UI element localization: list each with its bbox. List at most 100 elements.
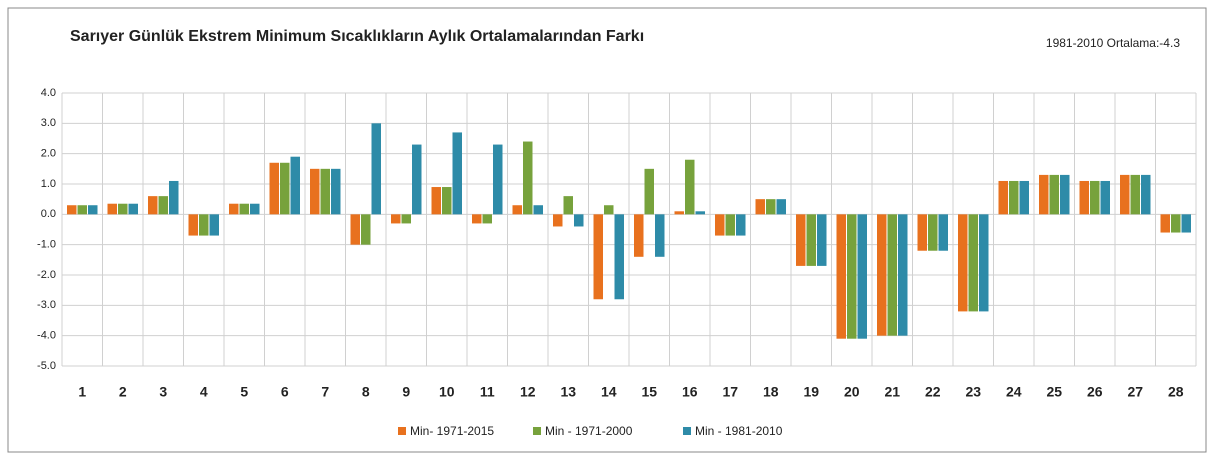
annotation: 1981-2010 Ortalama:-4.3 bbox=[1046, 36, 1180, 50]
bar bbox=[847, 214, 857, 339]
x-tick-label: 11 bbox=[480, 384, 495, 400]
bar bbox=[887, 214, 897, 336]
x-tick-label: 18 bbox=[763, 384, 779, 400]
bar bbox=[239, 203, 249, 215]
y-tick-label: 4.0 bbox=[41, 87, 56, 99]
y-tick-label: -5.0 bbox=[37, 360, 56, 372]
bar bbox=[817, 214, 827, 266]
bar bbox=[655, 214, 665, 257]
bar bbox=[898, 214, 908, 336]
x-tick-label: 20 bbox=[844, 384, 860, 400]
bar bbox=[269, 162, 279, 215]
legend-swatch bbox=[398, 427, 406, 435]
bar bbox=[563, 196, 573, 215]
bar bbox=[250, 203, 260, 215]
bar bbox=[806, 214, 816, 266]
bar bbox=[715, 214, 725, 236]
legend-label: Min - 1981-2010 bbox=[695, 424, 783, 438]
bar bbox=[391, 214, 401, 224]
bar bbox=[482, 214, 492, 224]
bar bbox=[958, 214, 968, 312]
bar bbox=[118, 203, 128, 215]
x-tick-label: 6 bbox=[281, 384, 289, 400]
bar bbox=[158, 196, 168, 215]
bar bbox=[1009, 180, 1019, 215]
bar bbox=[523, 141, 533, 215]
x-tick-label: 26 bbox=[1087, 384, 1103, 400]
bar bbox=[674, 211, 684, 215]
bar bbox=[755, 199, 765, 215]
bar bbox=[199, 214, 209, 236]
bar bbox=[107, 203, 117, 215]
bar bbox=[442, 187, 452, 215]
bar bbox=[836, 214, 846, 339]
legend-swatch bbox=[683, 427, 691, 435]
bar bbox=[431, 187, 441, 215]
x-tick-label: 13 bbox=[560, 384, 576, 400]
y-tick-label: 2.0 bbox=[41, 148, 56, 160]
bar bbox=[188, 214, 198, 236]
bar bbox=[614, 214, 624, 300]
bar bbox=[67, 205, 77, 215]
bar bbox=[209, 214, 219, 236]
y-tick-label: -3.0 bbox=[37, 299, 56, 311]
bar bbox=[917, 214, 927, 251]
x-tick-label: 14 bbox=[601, 384, 617, 400]
legend-label: Min - 1971-2000 bbox=[545, 424, 633, 438]
bar bbox=[533, 205, 543, 215]
x-tick-label: 4 bbox=[200, 384, 208, 400]
x-tick-label: 7 bbox=[321, 384, 329, 400]
bar bbox=[736, 214, 746, 236]
x-tick-label: 16 bbox=[682, 384, 698, 400]
y-tick-label: -2.0 bbox=[37, 269, 56, 281]
bar bbox=[1120, 174, 1130, 215]
bar bbox=[512, 205, 522, 215]
x-tick-label: 10 bbox=[439, 384, 455, 400]
y-tick-label: 3.0 bbox=[41, 117, 56, 129]
bar bbox=[1130, 174, 1140, 215]
x-tick-label: 5 bbox=[240, 384, 248, 400]
bar bbox=[725, 214, 735, 236]
bar bbox=[1049, 174, 1059, 215]
bar bbox=[290, 156, 300, 215]
bar bbox=[77, 205, 87, 215]
bar bbox=[1100, 180, 1110, 215]
y-tick-label: 1.0 bbox=[41, 178, 56, 190]
x-tick-label: 27 bbox=[1127, 384, 1143, 400]
y-tick-label: -4.0 bbox=[37, 330, 56, 342]
bar bbox=[128, 203, 138, 215]
x-tick-label: 12 bbox=[520, 384, 536, 400]
bar bbox=[857, 214, 867, 339]
bar bbox=[979, 214, 989, 312]
x-tick-label: 15 bbox=[641, 384, 657, 400]
bar bbox=[1090, 180, 1100, 215]
bar bbox=[968, 214, 978, 312]
bar bbox=[280, 162, 290, 215]
bar bbox=[604, 205, 614, 215]
bar bbox=[796, 214, 806, 266]
bar bbox=[593, 214, 603, 300]
bar bbox=[877, 214, 887, 336]
bar bbox=[148, 196, 158, 215]
x-tick-label: 2 bbox=[119, 384, 127, 400]
bar bbox=[350, 214, 360, 245]
bar bbox=[1171, 214, 1181, 233]
bar bbox=[493, 144, 503, 215]
bar bbox=[928, 214, 938, 251]
x-tick-label: 1 bbox=[78, 384, 86, 400]
bar bbox=[938, 214, 948, 251]
bar bbox=[766, 199, 776, 215]
x-tick-label: 3 bbox=[159, 384, 167, 400]
bar bbox=[1079, 180, 1089, 215]
bar bbox=[361, 214, 371, 245]
bar bbox=[1039, 174, 1049, 215]
x-tick-label: 21 bbox=[884, 384, 900, 400]
x-tick-label: 23 bbox=[965, 384, 981, 400]
bar bbox=[229, 203, 239, 215]
bar bbox=[310, 168, 320, 215]
bar bbox=[401, 214, 411, 224]
bar bbox=[553, 214, 563, 227]
bar bbox=[452, 132, 462, 215]
bar bbox=[574, 214, 584, 227]
x-tick-label: 24 bbox=[1006, 384, 1022, 400]
